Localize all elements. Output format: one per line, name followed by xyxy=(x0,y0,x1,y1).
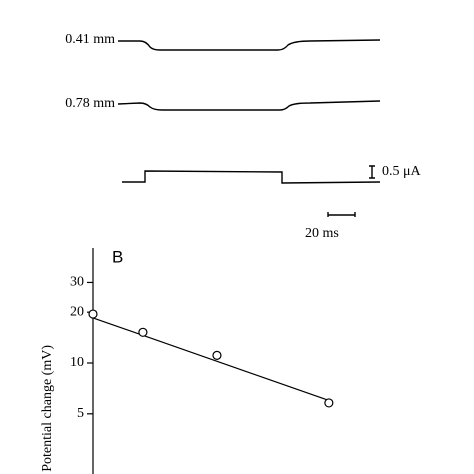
trace xyxy=(117,100,381,111)
current-scale: 0.5 μA xyxy=(382,164,422,179)
y-axis-label: Potential change (mV) xyxy=(40,345,55,472)
current-scale-bar xyxy=(369,165,375,179)
stimulus-trace xyxy=(122,170,381,184)
y-tick-label: 20 xyxy=(70,304,84,319)
data-point xyxy=(88,309,98,319)
time-scale: 20 ms xyxy=(305,226,339,241)
y-tick-label: 10 xyxy=(70,355,84,370)
y-tick-label: 30 xyxy=(70,275,84,290)
trace xyxy=(118,39,381,51)
data-point xyxy=(138,327,148,337)
y-tick-label: 5 xyxy=(77,406,84,421)
trace-label: 0.78 mm xyxy=(65,96,115,111)
trace-label: 0.41 mm xyxy=(65,32,115,47)
time-scale-bar xyxy=(327,212,356,217)
fit-line xyxy=(92,317,330,402)
data-point xyxy=(212,350,222,360)
data-point xyxy=(324,398,334,408)
panel-label: B xyxy=(112,247,123,266)
